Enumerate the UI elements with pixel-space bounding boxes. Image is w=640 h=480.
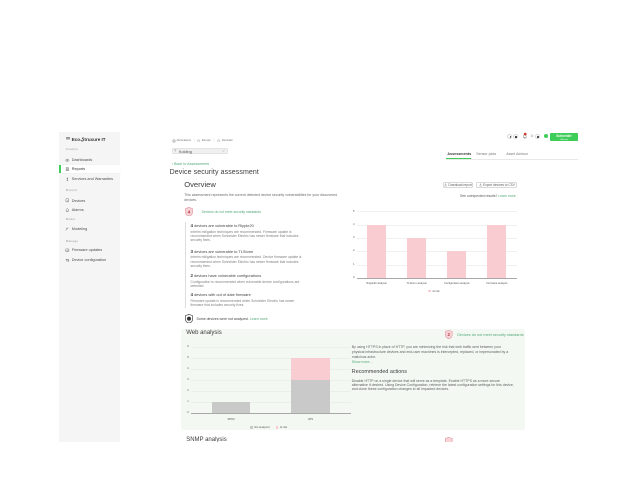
svg-text:2: 2 [448,332,451,337]
svg-text:4: 4 [187,209,190,214]
